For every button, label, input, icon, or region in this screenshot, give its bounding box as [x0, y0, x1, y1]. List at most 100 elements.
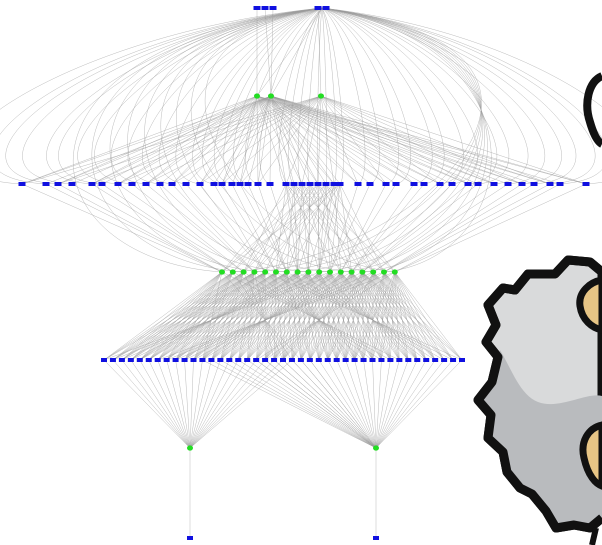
- graph-edge: [0, 7, 323, 185]
- graph-edge: [189, 359, 275, 449]
- process-node: [518, 182, 526, 186]
- graph-edge: [270, 95, 287, 185]
- process-node: [261, 6, 269, 10]
- graph-edge: [363, 359, 377, 449]
- graph-edge: [213, 95, 272, 185]
- graph-edge: [166, 271, 385, 361]
- graph-edge: [264, 183, 303, 273]
- graph-edge: [159, 183, 255, 273]
- process-node: [373, 536, 379, 540]
- graph-edge: [121, 359, 191, 449]
- graph-edge: [189, 359, 248, 449]
- graph-edge: [145, 95, 322, 185]
- process-node: [18, 182, 26, 186]
- hub-node: [240, 269, 247, 275]
- graph-edge: [354, 271, 396, 361]
- graph-edge: [318, 183, 335, 273]
- process-node: [218, 182, 226, 186]
- process-node: [436, 182, 444, 186]
- graph-edge: [175, 271, 374, 361]
- graph-edge: [112, 271, 244, 361]
- process-node: [322, 6, 330, 10]
- process-node: [360, 358, 367, 362]
- graph-edge: [189, 359, 230, 449]
- process-node: [423, 358, 430, 362]
- graph-edge: [220, 359, 377, 449]
- process-node: [172, 358, 179, 362]
- graph-edge: [383, 183, 523, 273]
- graph-edge: [254, 183, 341, 273]
- graph-edge: [372, 271, 374, 361]
- graph-edge: [394, 183, 561, 273]
- hub-node: [251, 269, 258, 275]
- graph-edge: [171, 95, 322, 185]
- graph-edge: [394, 183, 587, 273]
- graph-edge: [293, 183, 320, 273]
- graph-edge: [336, 359, 377, 449]
- process-node: [199, 358, 206, 362]
- graph-edge: [229, 271, 309, 361]
- graph-edge: [171, 95, 272, 185]
- process-node: [244, 358, 251, 362]
- process-node: [298, 182, 306, 186]
- process-node: [236, 182, 244, 186]
- process-node: [196, 182, 204, 186]
- graph-edge: [321, 7, 399, 185]
- graph-edge: [211, 271, 287, 361]
- process-node: [168, 182, 176, 186]
- graph-edge: [247, 271, 331, 361]
- graph-edge: [221, 95, 322, 185]
- process-node: [474, 182, 482, 186]
- graph-edge: [189, 359, 293, 449]
- graph-edge: [254, 183, 319, 273]
- process-node: [315, 358, 322, 362]
- graph-edge: [282, 271, 363, 361]
- process-node: [351, 358, 358, 362]
- graph-edge: [286, 183, 295, 273]
- graph-edge: [354, 271, 385, 361]
- hub-node: [348, 269, 355, 275]
- process-node: [330, 182, 338, 186]
- graph-edge: [375, 359, 463, 449]
- graph-edge: [220, 271, 320, 361]
- graph-edge: [117, 183, 244, 273]
- graph-edge: [255, 271, 320, 361]
- graph-edge: [317, 7, 322, 97]
- process-node: [459, 358, 465, 362]
- graph-edge: [21, 95, 272, 185]
- graph-edge: [145, 183, 255, 273]
- graph-edge: [139, 271, 298, 361]
- graph-edge: [21, 183, 223, 273]
- graph-edge: [199, 95, 272, 185]
- graph-edge: [256, 7, 323, 97]
- process-node: [136, 358, 143, 362]
- graph-edge: [175, 271, 298, 361]
- graph-edge: [394, 271, 409, 361]
- process-node: [68, 182, 76, 186]
- graph-edge: [345, 359, 377, 449]
- graph-edge: [270, 95, 319, 185]
- graph-edge: [184, 271, 277, 361]
- graph-edge: [270, 95, 441, 185]
- process-node: [244, 182, 252, 186]
- graph-edge: [148, 271, 277, 361]
- process-node: [314, 182, 322, 186]
- graph-edge: [264, 271, 385, 361]
- graph-edge: [320, 95, 495, 185]
- hub-node: [305, 269, 312, 275]
- graph-edge: [103, 271, 244, 361]
- graph-edge: [243, 183, 311, 273]
- process-node: [271, 358, 278, 362]
- graph-edge: [375, 359, 427, 449]
- hub-node: [337, 269, 344, 275]
- graph-edge: [257, 95, 322, 185]
- graph-edge: [117, 95, 322, 185]
- hub-node: [187, 445, 193, 451]
- process-node: [290, 182, 298, 186]
- graph-edge: [297, 183, 327, 273]
- graph-edge: [273, 359, 377, 449]
- process-node: [262, 358, 269, 362]
- graph-edge: [372, 271, 391, 361]
- graph-edge: [166, 271, 266, 361]
